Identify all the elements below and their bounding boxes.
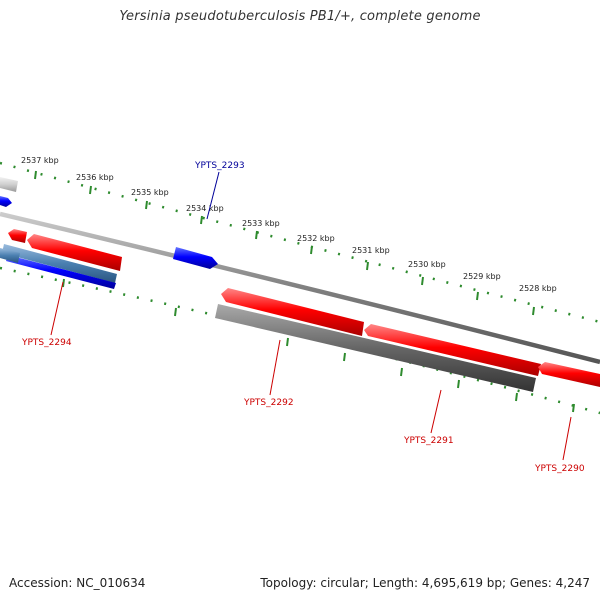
connector-2293 — [206, 171, 220, 220]
gene-reverse-partial[interactable] — [0, 196, 12, 207]
gene-reverse-2293[interactable] — [173, 247, 218, 269]
genome-backbone — [0, 211, 600, 365]
outer-scale-track — [0, 161, 600, 324]
gene-reverse-2294[interactable] — [6, 255, 116, 289]
gene-steel-2294[interactable] — [2, 244, 117, 283]
accession-label: Accession: NC_010634 — [9, 576, 146, 590]
gene-forward-2291[interactable] — [364, 324, 541, 376]
scale-label: 2534 kbp — [186, 204, 224, 213]
feature-light-partial[interactable] — [0, 177, 18, 192]
scale-label: 2528 kbp — [519, 284, 557, 293]
scale-label: 2536 kbp — [76, 173, 114, 182]
scale-label: 2531 kbp — [352, 246, 390, 255]
outer-major-ticks — [34, 170, 535, 316]
gene-label-2290[interactable]: YPTS_2290 — [534, 464, 585, 474]
inner-major-ticks — [62, 278, 575, 413]
gene-label-2294[interactable]: YPTS_2294 — [21, 338, 72, 348]
connector-2290 — [562, 416, 572, 461]
inner-scale-track — [0, 266, 600, 415]
gene-forward-2290[interactable] — [538, 362, 600, 387]
scale-label: 2529 kbp — [463, 272, 501, 281]
scale-label: 2533 kbp — [242, 219, 280, 228]
gene-label-2291[interactable]: YPTS_2291 — [403, 436, 454, 446]
connector-2294 — [50, 281, 64, 336]
map-title: Yersinia pseudotuberculosis PB1/+, compl… — [119, 9, 481, 24]
gene-label-2292[interactable]: YPTS_2292 — [243, 398, 294, 408]
scale-label: 2530 kbp — [408, 260, 446, 269]
gene-forward-2292[interactable] — [221, 288, 364, 336]
genome-stats-label: Topology: circular; Length: 4,695,619 bp… — [260, 576, 590, 590]
scale-labels: 2537 kbp 2536 kbp 2535 kbp 2534 kbp 2533… — [21, 156, 557, 293]
gene-forward-2294-region[interactable] — [27, 234, 122, 271]
scale-label: 2537 kbp — [21, 156, 59, 165]
gene-forward-small[interactable] — [8, 229, 27, 243]
gene-pseudo-2292[interactable] — [215, 304, 536, 392]
scale-label: 2535 kbp — [131, 188, 169, 197]
scale-label: 2532 kbp — [297, 234, 335, 243]
gene-label-2293[interactable]: YPTS_2293 — [194, 161, 245, 171]
gene-steel-left-edge[interactable] — [0, 248, 20, 263]
connector-2292 — [269, 339, 281, 396]
connector-2291 — [430, 389, 442, 434]
